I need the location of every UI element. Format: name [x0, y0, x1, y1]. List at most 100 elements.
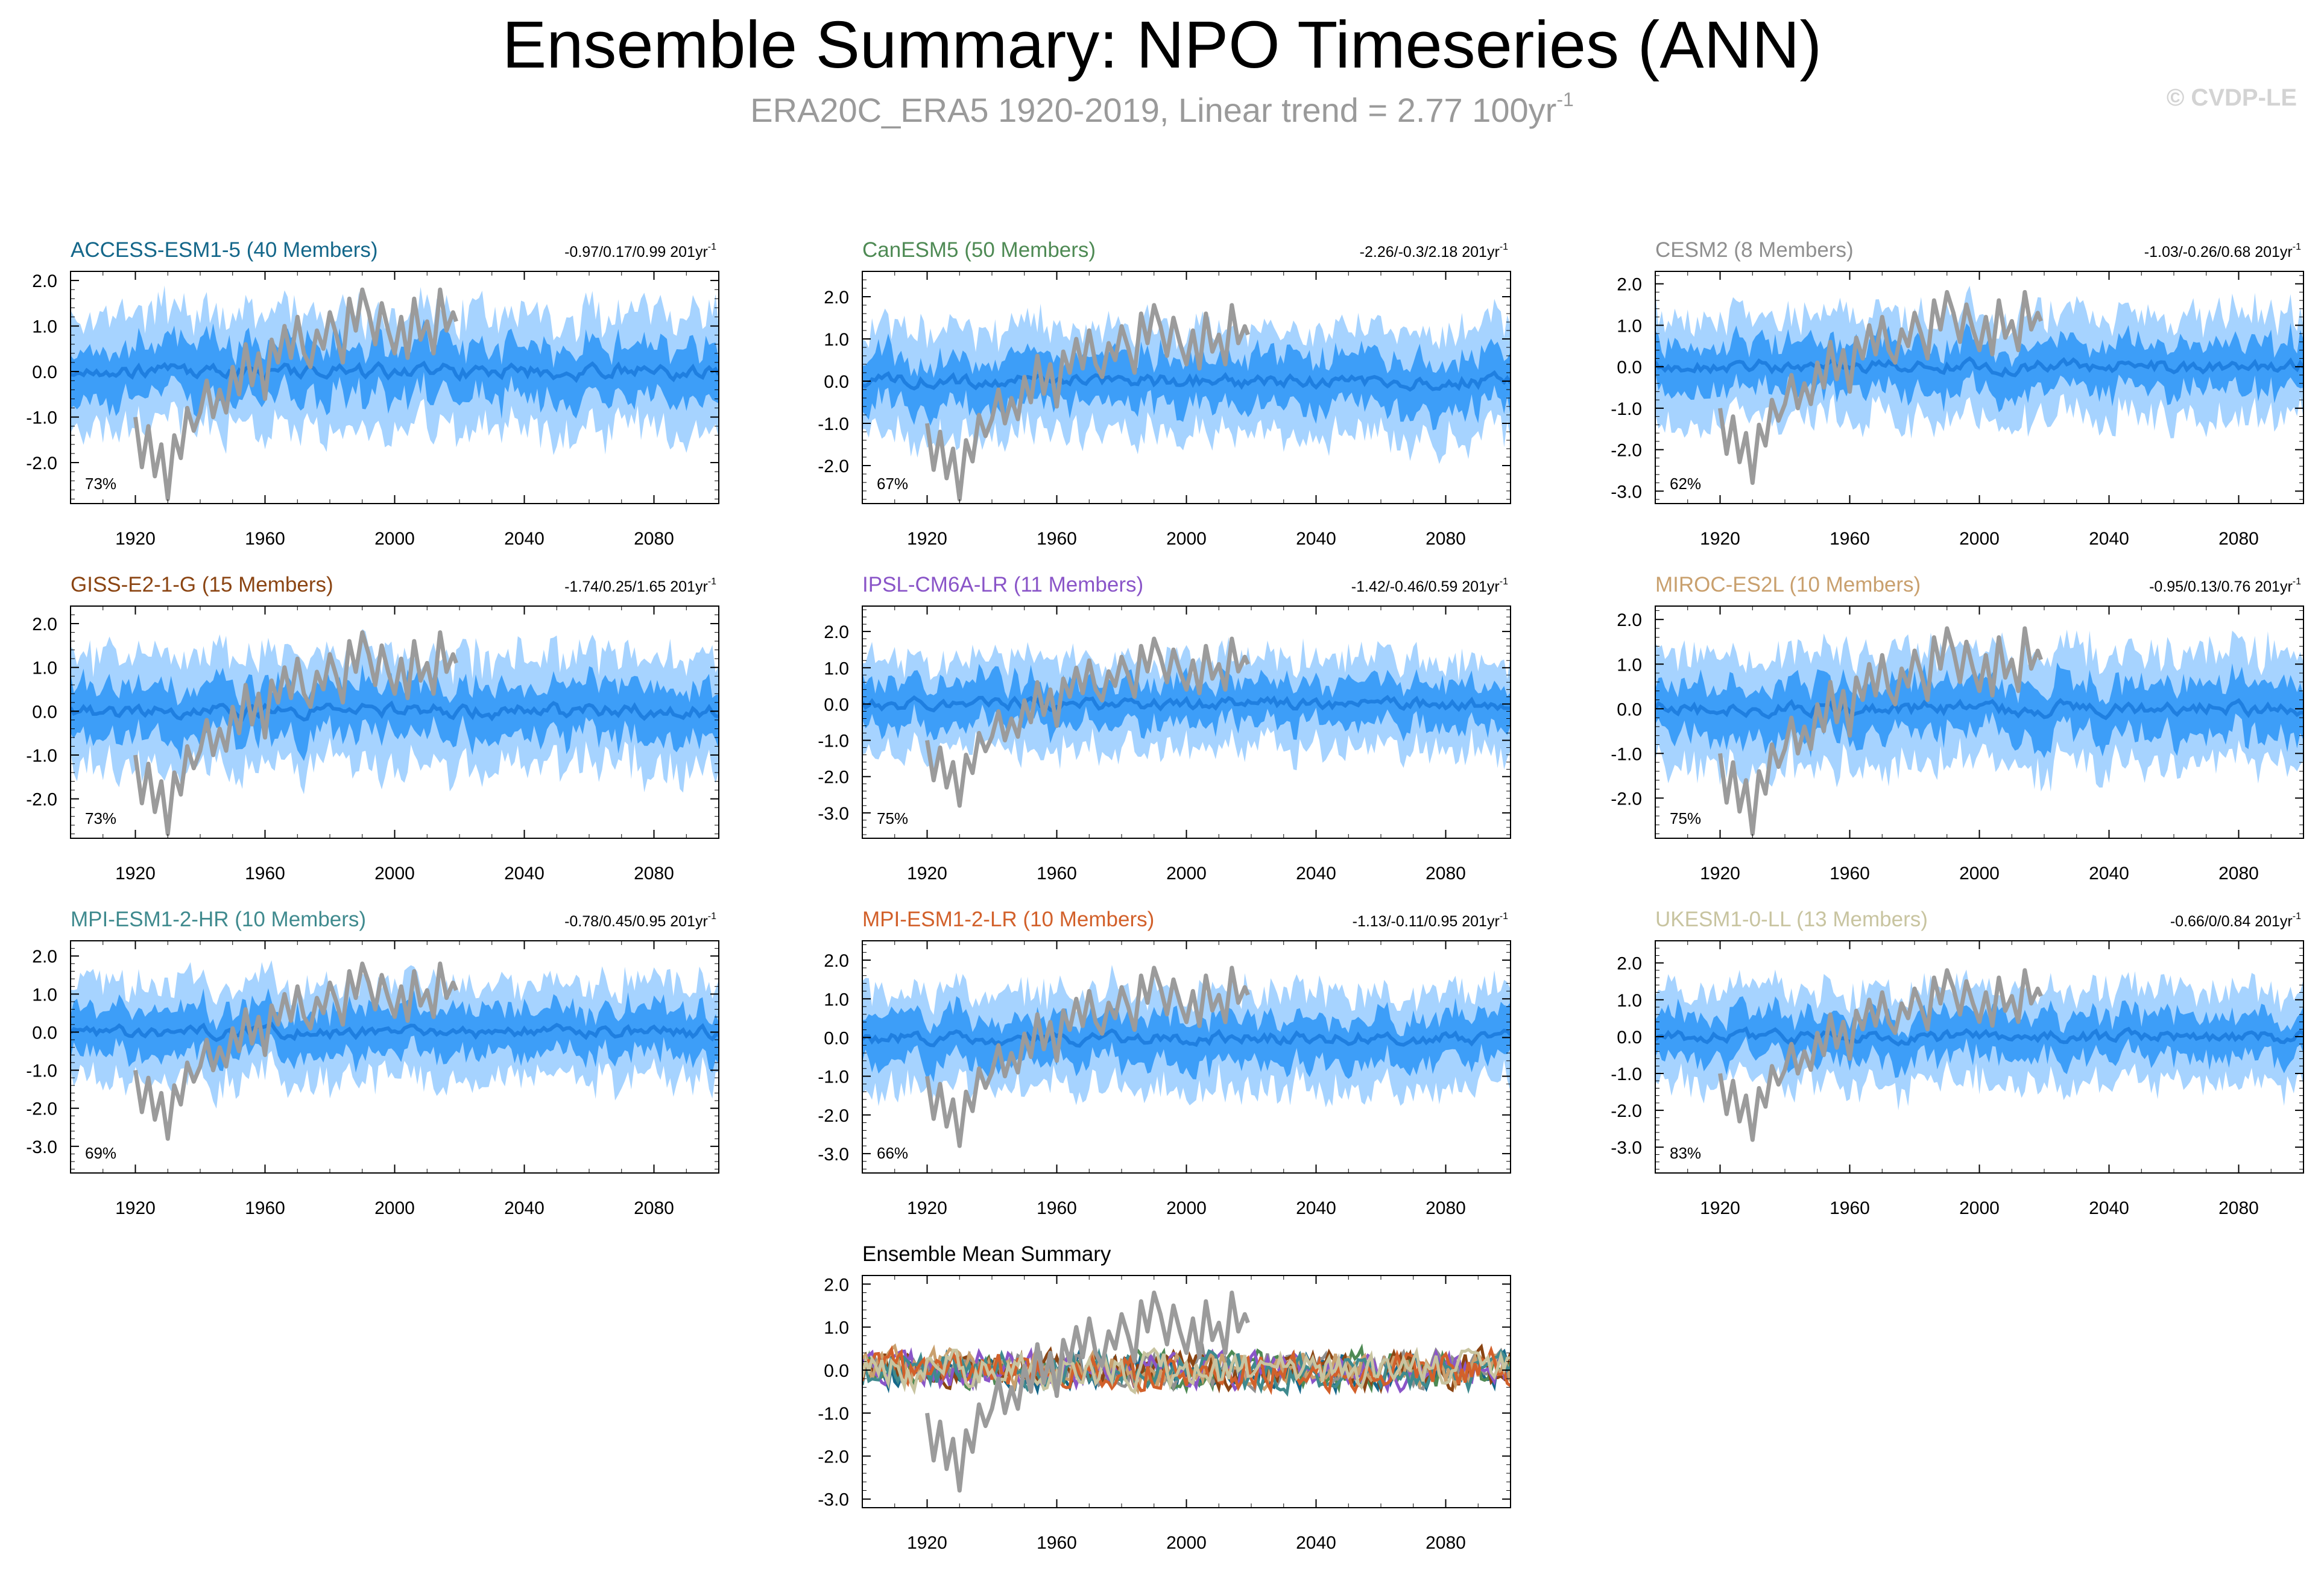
- ensemble-mean-line: [71, 700, 719, 722]
- panel-stats-text: -2.26/-0.3/2.18 201yr: [1360, 244, 1500, 261]
- x-tick-label: 2040: [504, 1198, 545, 1218]
- panel-stats-text: -1.42/-0.46/0.59 201yr: [1351, 578, 1500, 595]
- panel-percent: 69%: [85, 1144, 116, 1162]
- panel-percent: 75%: [1670, 809, 1701, 827]
- ensemble-mean-line: [71, 360, 719, 384]
- y-tick-label: -2.0: [26, 454, 57, 473]
- panel-percent: 75%: [877, 809, 908, 827]
- panel-stats-text: -0.97/0.17/0.99 201yr: [564, 244, 708, 261]
- panel-title: CESM2 (8 Members): [1655, 238, 1854, 262]
- figure-title: Ensemble Summary: NPO Timeseries (ANN): [502, 8, 1822, 82]
- x-tick-label: 1920: [907, 529, 947, 549]
- x-tick-label: 1960: [1830, 1198, 1870, 1218]
- y-tick-label: 0.0: [824, 1028, 849, 1048]
- panel-stats-text: -0.66/0/0.84 201yr: [2170, 913, 2293, 930]
- x-tick-label: 1960: [245, 529, 285, 549]
- panel-title: ACCESS-ESM1-5 (40 Members): [71, 238, 378, 262]
- panel-stats: -0.78/0.45/0.95 201yr-1: [564, 911, 716, 930]
- panel-stats-superscript: -1: [1500, 242, 1508, 252]
- y-tick-label: 2.0: [1617, 954, 1642, 974]
- x-tick-label: 2000: [374, 1198, 415, 1218]
- panel-title: MPI-ESM1-2-LR (10 Members): [862, 908, 1154, 931]
- observation-line: [1718, 626, 2043, 836]
- ensemble-mean-line: [862, 370, 1511, 392]
- ensemble-mean-line: [862, 1028, 1511, 1048]
- x-tick-label: 1960: [1830, 529, 1870, 549]
- panel-title: MIROC-ES2L (10 Members): [1655, 573, 1921, 596]
- y-tick-label: 0.0: [32, 1023, 57, 1043]
- x-tick-label: 2000: [1959, 529, 2000, 549]
- inner-range-band: [1655, 662, 2303, 758]
- panel-stats-superscript: -1: [2293, 577, 2301, 587]
- ensemble-mean-line: [1655, 356, 2303, 378]
- y-tick-label: -2.0: [818, 1447, 849, 1467]
- x-tick-label: 2040: [504, 864, 545, 883]
- y-tick-label: -3.0: [1611, 1138, 1642, 1158]
- subtitle-superscript: -1: [1556, 89, 1574, 110]
- panel-stats: -1.42/-0.46/0.59 201yr-1: [1351, 577, 1508, 595]
- x-tick-label: 2080: [1426, 1198, 1466, 1218]
- x-tick-label: 2040: [2089, 1198, 2129, 1218]
- y-tick-label: -2.0: [1611, 1101, 1642, 1121]
- x-tick-label: 1920: [115, 1198, 156, 1218]
- y-tick-label: 2.0: [32, 615, 57, 634]
- x-tick-label: 2000: [1166, 529, 1207, 549]
- x-tick-label: 1920: [907, 864, 947, 883]
- panel-giss-e2-1-g: 2.0 1.0 0.0 -1.0 -2.0 1920 1960 2000 2040 2080 GIS…: [26, 573, 719, 883]
- y-tick-label: 0.0: [824, 1361, 849, 1381]
- y-tick-label: -3.0: [1611, 482, 1642, 502]
- x-tick-label: 1920: [907, 1198, 947, 1218]
- y-tick-label: 0.0: [824, 372, 849, 392]
- y-tick-label: -1.0: [818, 414, 849, 434]
- y-tick-label: 0.0: [32, 702, 57, 722]
- series-line-ukesm1-0-ll: [862, 1347, 1511, 1396]
- observation-line: [1718, 968, 2043, 1142]
- y-tick-label: 1.0: [824, 330, 849, 350]
- y-tick-label: -2.0: [26, 1099, 57, 1119]
- panel-percent: 83%: [1670, 1144, 1701, 1162]
- panel-cesm2: 2.0 1.0 0.0 -1.0 -2.0 -3.0 1920 1960 2000 2040 208…: [1611, 238, 2304, 549]
- panel-title: GISS-E2-1-G (15 Members): [71, 573, 333, 596]
- x-tick-label: 2040: [2089, 529, 2129, 549]
- series-line-mpi-esm1-2-hr: [862, 1348, 1511, 1397]
- panel-stats-superscript: -1: [2293, 911, 2301, 921]
- observation-line: [133, 630, 458, 836]
- x-tick-label: 2040: [2089, 864, 2129, 883]
- y-tick-label: 0.0: [1617, 358, 1642, 378]
- panel-percent: 73%: [85, 475, 116, 493]
- y-tick-label: -3.0: [26, 1137, 57, 1157]
- y-tick-label: -2.0: [26, 790, 57, 810]
- panel-percent: 66%: [877, 1144, 908, 1162]
- y-tick-label: -2.0: [818, 1106, 849, 1126]
- y-tick-label: -2.0: [818, 457, 849, 476]
- x-tick-label: 2080: [2218, 529, 2259, 549]
- y-tick-label: 1.0: [1617, 655, 1642, 675]
- panel-title: MPI-ESM1-2-HR (10 Members): [71, 908, 366, 931]
- x-tick-label: 1960: [1037, 1533, 1077, 1553]
- x-tick-label: 1920: [1700, 1198, 1740, 1218]
- x-tick-label: 2000: [1959, 864, 2000, 883]
- plot-area: [71, 629, 719, 836]
- y-tick-label: 2.0: [32, 947, 57, 967]
- inner-range-band: [862, 996, 1511, 1083]
- x-tick-label: 1960: [1037, 1198, 1077, 1218]
- y-tick-label: 0.0: [32, 362, 57, 382]
- copyright-notice: © CVDP-LE: [2166, 84, 2297, 111]
- y-tick-label: 1.0: [32, 659, 57, 678]
- panel-ipsl-cm6a-lr: 2.0 1.0 0.0 -1.0 -2.0 -3.0 1920 1960 2000 2040 208…: [818, 573, 1511, 883]
- y-tick-label: 1.0: [32, 985, 57, 1005]
- panel-miroc-es2l: 2.0 1.0 0.0 -1.0 -2.0 1920 1960 2000 2040 2080 MIR…: [1611, 573, 2304, 883]
- figure-subtitle: ERA20C_ERA5 1920-2019, Linear trend = 2.…: [0, 89, 2324, 131]
- x-tick-label: 2040: [1296, 1533, 1336, 1553]
- y-tick-label: 2.0: [824, 288, 849, 308]
- y-tick-label: -2.0: [818, 768, 849, 788]
- panel-title: Ensemble Mean Summary: [862, 1242, 1111, 1266]
- x-tick-label: 2080: [1426, 1533, 1466, 1553]
- y-tick-label: 0.0: [1617, 1028, 1642, 1048]
- x-tick-label: 1920: [1700, 864, 1740, 883]
- panel-stats: -1.03/-0.26/0.68 201yr-1: [2144, 242, 2301, 261]
- panel-stats-text: -0.78/0.45/0.95 201yr: [564, 913, 708, 930]
- x-tick-label: 2040: [504, 529, 545, 549]
- y-tick-label: 2.0: [1617, 275, 1642, 295]
